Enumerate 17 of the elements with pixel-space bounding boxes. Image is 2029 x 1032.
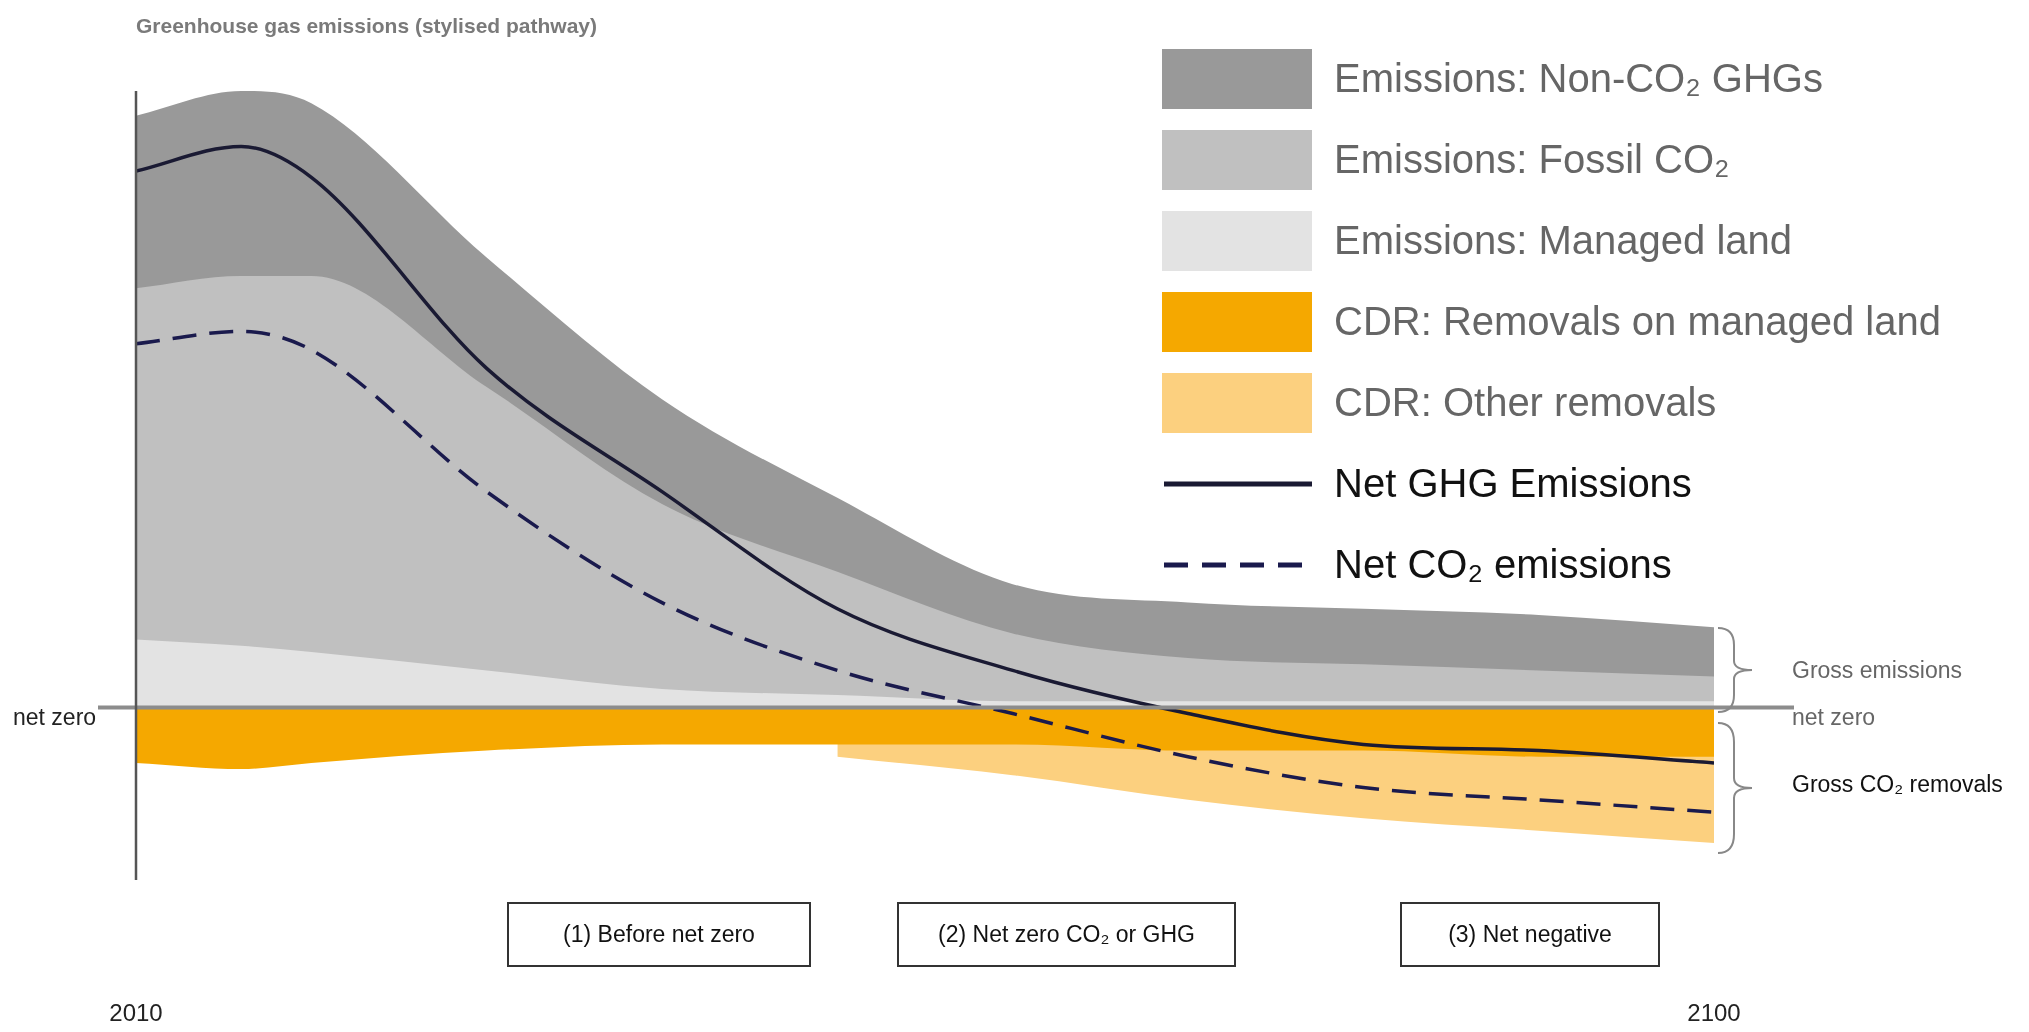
x-tick-label: 2010 <box>109 998 163 1026</box>
text: (2) Net zero CO₂ or GHG <box>937 920 1196 948</box>
text: Gross emissions <box>1792 657 1962 684</box>
legend-label: Net CO₂ emissions <box>1334 542 1672 587</box>
text: Gross CO₂ removals <box>1792 771 2003 798</box>
legend-label: CDR: Removals on managed land <box>1334 299 1941 344</box>
text: net zero <box>13 704 97 731</box>
text: net zero <box>1792 704 1876 731</box>
x-tick-label: 2100 <box>1687 998 1741 1026</box>
legend-label: CDR: Other removals <box>1334 380 1717 425</box>
text: (1) Before net zero <box>562 920 756 948</box>
text: (3) Net negative <box>1447 920 1613 948</box>
legend-label: Emissions: Fossil CO₂ <box>1334 137 1730 182</box>
chart-title: Greenhouse gas emissions (stylised pathway) <box>136 14 597 38</box>
legend-label: Net GHG Emissions <box>1334 461 1692 506</box>
legend-label: Emissions: Managed land <box>1334 218 1793 263</box>
legend-label: Emissions: Non-CO₂ GHGs <box>1334 56 1823 101</box>
